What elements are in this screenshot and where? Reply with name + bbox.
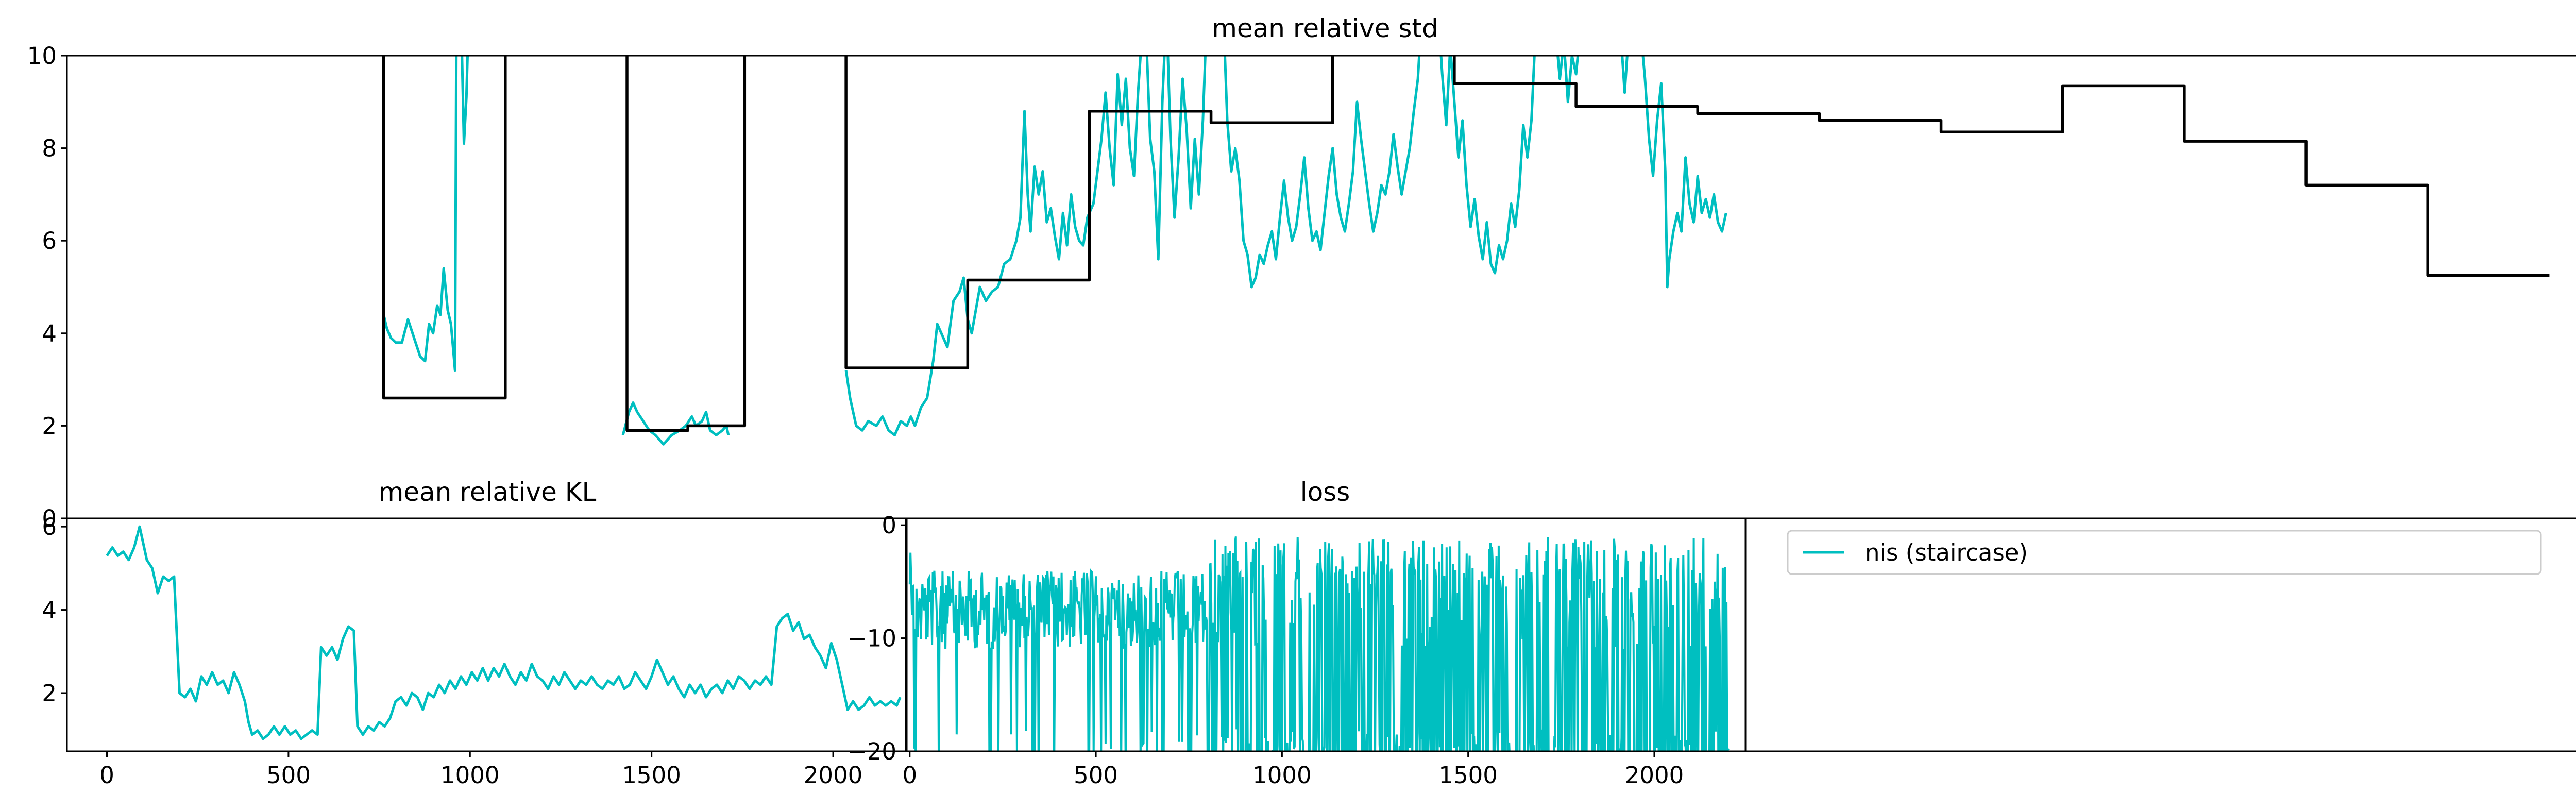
series-line-staircase — [625, 56, 747, 432]
axes-frame-kl — [66, 517, 907, 752]
series-line-nis — [1439, 56, 1536, 275]
series-line-staircase — [1453, 56, 2550, 277]
series-line-staircase — [844, 56, 1334, 369]
series-line-nis — [1641, 56, 1727, 289]
y-tick-label: −10 — [848, 625, 896, 652]
series-line-kl — [106, 525, 902, 740]
y-tick-label: 8 — [42, 135, 57, 162]
series-line-staircase — [382, 56, 507, 400]
x-tick-label: 0 — [99, 762, 114, 789]
subplot-title: loss — [1300, 477, 1350, 507]
axes-ticks-kl: 2 4 6 0 500 1000 1500 2000 — [42, 513, 862, 789]
y-tick-label: −20 — [848, 738, 896, 765]
series-line-nis — [621, 401, 730, 446]
legend-label: nis (staircase) — [1865, 539, 2028, 566]
x-tick-label: 1500 — [1438, 762, 1498, 789]
y-tick-label: 10 — [27, 42, 57, 70]
series-line-loss — [908, 536, 1730, 751]
plot-area-top — [382, 56, 2550, 446]
series-line-nis — [844, 56, 1142, 436]
x-tick-label: 1000 — [1252, 762, 1312, 789]
subplot-title: mean relative std — [1212, 13, 1438, 43]
legend-panel-frame — [1744, 517, 2576, 752]
subplot-title: mean relative KL — [379, 477, 597, 507]
plot-area-kl — [106, 525, 902, 740]
y-tick-label: 4 — [42, 320, 57, 347]
y-tick-label: 6 — [42, 227, 57, 255]
x-tick-label: 500 — [266, 762, 311, 789]
x-tick-label: 1500 — [622, 762, 681, 789]
y-tick-label: 6 — [42, 513, 57, 541]
series-line-nis — [1145, 56, 1207, 261]
x-tick-label: 0 — [902, 762, 917, 789]
plot-area-loss — [908, 536, 1730, 751]
y-tick-label: 0 — [882, 512, 896, 539]
x-tick-label: 2000 — [1625, 762, 1684, 789]
y-tick-label: 2 — [42, 412, 57, 440]
axes-ticks-loss: 0−10−200 500 1000 1500 2000 — [848, 512, 1684, 789]
y-tick-label: 0 — [42, 505, 57, 532]
legend-box — [1787, 530, 2542, 575]
legend-panel: nis (staircase) — [1744, 517, 2576, 752]
series-line-nis — [1556, 56, 1580, 104]
x-tick-label: 500 — [1074, 762, 1118, 789]
series-line-nis — [461, 56, 469, 145]
x-tick-label: 1000 — [440, 762, 500, 789]
y-axis-top: 0 2 4 6 8 10 — [27, 42, 67, 532]
y-tick-label: 4 — [42, 597, 57, 624]
subplot-mean-relative-std: mean relative std 0 2 4 6 8 10 — [27, 13, 2576, 532]
x-tick-label: 2000 — [804, 762, 863, 789]
y-tick-label: 2 — [42, 680, 57, 707]
series-line-nis — [1621, 56, 1629, 94]
series-line-nis — [382, 56, 458, 372]
series-line-nis — [1223, 56, 1421, 289]
